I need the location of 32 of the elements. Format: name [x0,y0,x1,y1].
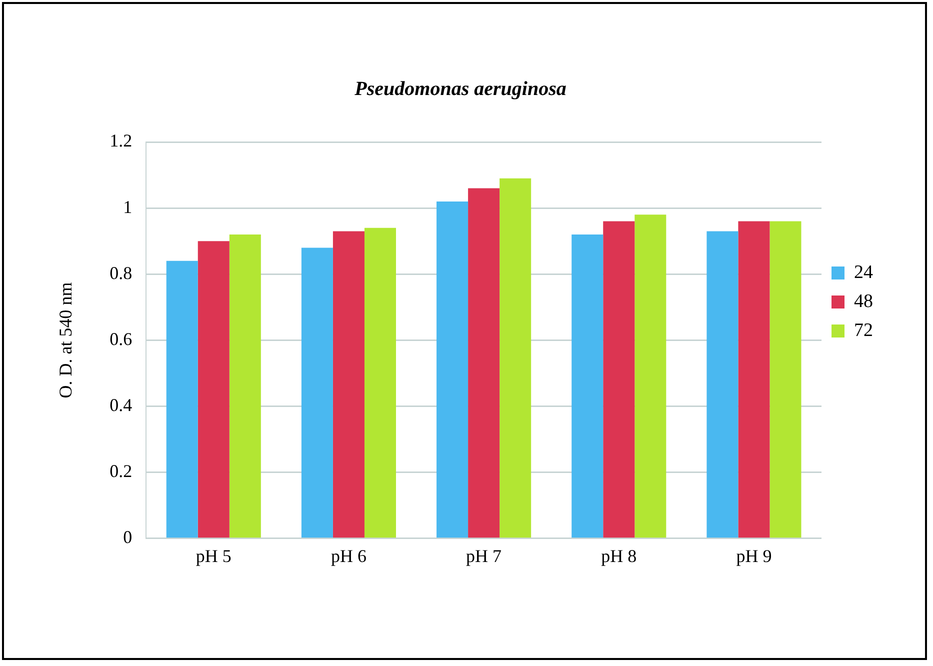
bar [603,221,635,538]
bar [770,221,802,538]
y-tick-label: 0.2 [110,461,132,482]
bar [229,234,261,538]
y-tick-label: 0.4 [110,395,132,415]
bar [364,228,396,538]
x-tick-label: pH 5 [196,546,232,566]
x-tick-label: pH 7 [466,546,502,566]
bar [634,214,666,538]
bar [500,178,532,538]
bar [706,231,738,538]
bar [166,260,198,538]
bar [332,231,364,538]
bar [468,188,500,538]
legend-label: 24 [854,262,874,283]
y-tick-label: 1.2 [110,130,132,151]
y-tick-label: 0 [123,527,132,548]
y-tick-label: 0.8 [110,262,132,283]
x-tick-label: pH 6 [330,546,366,566]
bar [738,221,770,538]
legend-label: 48 [854,290,873,312]
y-tick-label: 0.6 [110,328,132,349]
bar [436,201,468,538]
chart-title: Pseudomonas aeruginosa [354,78,566,100]
y-axis-title: O. D. at 540 nm [56,282,76,398]
legend-label: 72 [854,320,873,341]
bar [301,248,333,538]
bar [198,241,230,538]
y-tick-label: 1 [123,196,132,217]
x-tick-label: pH 9 [736,546,772,566]
bar [572,234,604,538]
x-tick-label: pH 8 [601,546,637,566]
